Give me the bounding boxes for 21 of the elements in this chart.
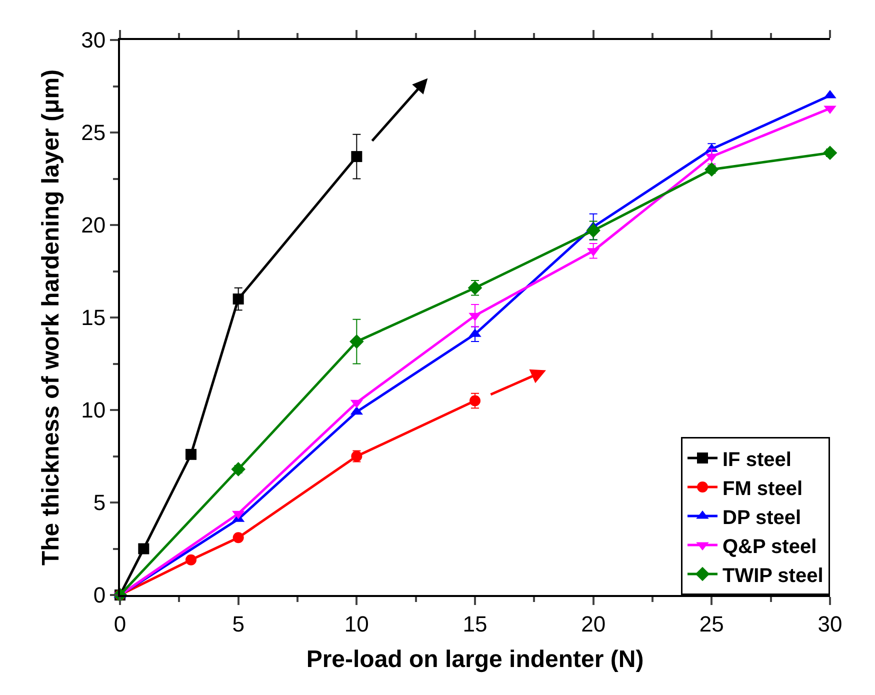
x-axis-title: Pre-load on large indenter (N) [306,646,644,674]
y-tick-label: 25 [81,120,106,146]
x-tick-label: 20 [581,611,606,636]
y-tick-label: 30 [81,28,106,53]
y-axis-title: The thickness of work hardening layer (μm) [38,69,65,566]
y-tick-label: 0 [93,582,106,608]
x-tick-label: 30 [818,611,842,636]
x-tick-label: 25 [699,611,724,636]
y-tick-label: 5 [93,490,106,516]
x-tick-label: 10 [344,611,369,636]
y-tick-label: 10 [81,398,106,423]
legend-label: IF steel [722,448,792,471]
legend-label: DP steel [722,506,802,529]
x-tick-label: 0 [114,611,126,636]
y-tick-label: 20 [81,212,106,238]
x-tick-label: 5 [232,611,244,636]
y-tick-label: 15 [81,305,106,330]
legend-label: TWIP steel [722,564,824,587]
legend-label: Q&P steel [722,536,817,558]
legend-label: FM steel [722,478,803,500]
x-tick-label: 15 [462,611,488,636]
